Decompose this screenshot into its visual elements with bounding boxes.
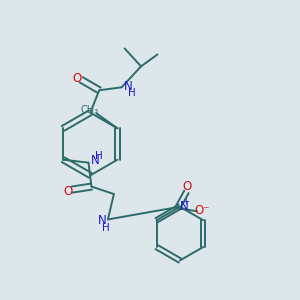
Text: O: O bbox=[63, 184, 73, 198]
Text: O: O bbox=[182, 180, 192, 193]
Text: O⁻: O⁻ bbox=[194, 204, 210, 217]
Text: N: N bbox=[180, 200, 189, 213]
Text: N: N bbox=[98, 214, 107, 227]
Text: CH₃: CH₃ bbox=[81, 105, 99, 115]
Text: H: H bbox=[95, 151, 103, 161]
Text: O: O bbox=[73, 72, 82, 85]
Text: N: N bbox=[124, 80, 133, 93]
Text: +: + bbox=[182, 197, 189, 206]
Text: H: H bbox=[102, 223, 110, 233]
Text: H: H bbox=[128, 88, 136, 98]
Text: N: N bbox=[91, 154, 99, 167]
